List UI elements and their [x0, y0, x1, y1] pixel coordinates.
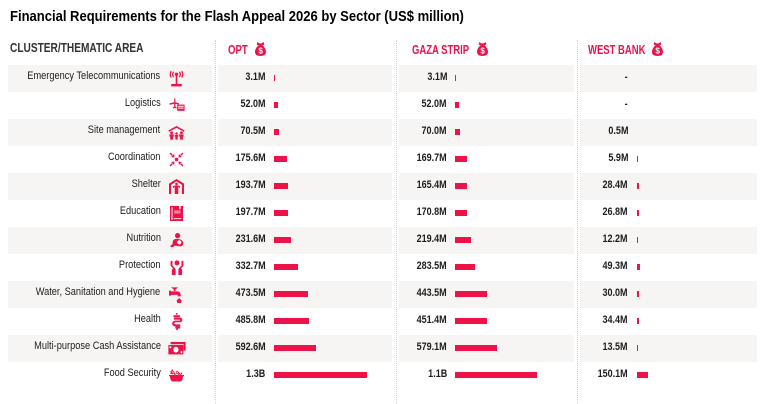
svg-text:$: $: [258, 46, 263, 55]
svg-text:$: $: [480, 46, 485, 55]
svg-text:$: $: [655, 46, 660, 55]
